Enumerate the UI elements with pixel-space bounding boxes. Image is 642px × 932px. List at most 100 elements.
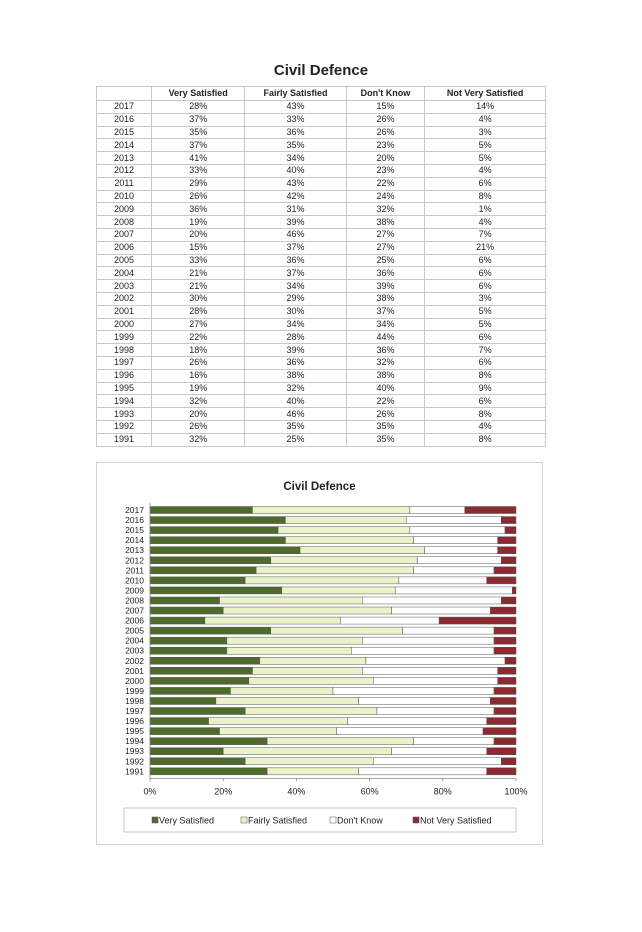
bar-segment bbox=[504, 657, 517, 665]
table-row: 2004 21% 37% 36% 6% bbox=[96, 266, 546, 281]
year-cell: 1999 bbox=[96, 330, 152, 345]
value-cell: 8% bbox=[424, 368, 546, 383]
year-cell: 2002 bbox=[96, 291, 152, 306]
bar-segment bbox=[149, 747, 224, 755]
bar-segment bbox=[501, 556, 517, 565]
value-cell: 5% bbox=[424, 304, 546, 319]
bar-segment bbox=[424, 546, 498, 554]
bar-segment bbox=[501, 596, 517, 605]
bar-segment bbox=[402, 626, 495, 635]
bar-segment bbox=[373, 757, 502, 766]
value-cell: 26% bbox=[150, 419, 246, 434]
bar-segment bbox=[409, 526, 506, 534]
value-cell: 1% bbox=[424, 202, 546, 217]
value-cell: 20% bbox=[150, 227, 246, 242]
bar-segment bbox=[149, 757, 246, 766]
year-cell: 1995 bbox=[96, 381, 152, 396]
value-cell: 34% bbox=[244, 279, 347, 293]
bar-segment bbox=[358, 767, 487, 776]
year-cell: 2001 bbox=[96, 304, 152, 319]
category-label: 2006 bbox=[125, 616, 144, 626]
year-cell: 1992 bbox=[96, 419, 152, 434]
bar-segment bbox=[255, 566, 414, 575]
value-cell: 26% bbox=[150, 189, 246, 204]
table-row: 1999 22% 28% 44% 6% bbox=[96, 330, 546, 345]
bar-segment bbox=[266, 767, 359, 776]
category-label: 2000 bbox=[125, 676, 144, 686]
bar-segment bbox=[222, 606, 392, 615]
header-cell bbox=[96, 86, 152, 101]
value-cell: 21% bbox=[150, 279, 246, 293]
table-row: 2005 33% 36% 25% 6% bbox=[96, 253, 546, 268]
bar-segment bbox=[493, 636, 517, 645]
value-cell: 33% bbox=[244, 112, 347, 127]
bar-segment bbox=[285, 536, 414, 544]
bar-segment bbox=[351, 646, 495, 655]
bar-segment bbox=[149, 506, 253, 514]
value-cell: 26% bbox=[345, 112, 426, 127]
value-cell: 5% bbox=[424, 151, 546, 165]
bar-segment bbox=[413, 737, 495, 745]
bar-segment bbox=[416, 556, 502, 565]
category-label: 1991 bbox=[125, 766, 144, 776]
value-cell: 37% bbox=[244, 240, 347, 255]
year-cell: 2003 bbox=[96, 279, 152, 293]
value-cell: 35% bbox=[345, 432, 426, 447]
bar-segment bbox=[486, 717, 517, 725]
table-row: 1998 18% 39% 36% 7% bbox=[96, 343, 546, 357]
value-cell: 15% bbox=[150, 240, 246, 255]
x-tick-label: 100% bbox=[504, 786, 527, 796]
value-cell: 19% bbox=[150, 381, 246, 396]
value-cell: 26% bbox=[150, 355, 246, 370]
value-cell: 36% bbox=[244, 355, 347, 370]
category-label: 1999 bbox=[125, 686, 144, 696]
table-row: 1994 32% 40% 22% 6% bbox=[96, 394, 546, 409]
year-cell: 1998 bbox=[96, 343, 152, 357]
year-cell: 2000 bbox=[96, 317, 152, 332]
value-cell: 27% bbox=[345, 240, 426, 255]
bar-segment bbox=[149, 536, 286, 544]
table-title: Civil Defence bbox=[273, 62, 369, 79]
category-label: 2008 bbox=[125, 595, 144, 605]
value-cell: 4% bbox=[424, 163, 546, 178]
value-cell: 6% bbox=[424, 330, 546, 345]
year-cell: 2004 bbox=[96, 266, 152, 281]
bar-segment bbox=[409, 506, 466, 514]
value-cell: 43% bbox=[244, 176, 347, 191]
year-cell: 2010 bbox=[96, 189, 152, 204]
value-cell: 32% bbox=[150, 394, 246, 409]
table-row: 1996 16% 38% 38% 8% bbox=[96, 368, 546, 383]
category-label: 2003 bbox=[125, 646, 144, 656]
bar-segment bbox=[362, 667, 498, 675]
value-cell: 32% bbox=[244, 381, 347, 396]
value-cell: 6% bbox=[424, 176, 546, 191]
value-cell: 33% bbox=[150, 163, 246, 178]
year-cell: 2014 bbox=[96, 138, 152, 153]
value-cell: 29% bbox=[150, 176, 246, 191]
value-cell: 38% bbox=[345, 291, 426, 306]
category-label: 2013 bbox=[125, 545, 144, 555]
bar-segment bbox=[347, 717, 487, 725]
value-cell: 4% bbox=[424, 215, 546, 229]
header-cell: Fairly Satisfied bbox=[244, 86, 347, 101]
bar-segment bbox=[391, 606, 491, 615]
bar-segment bbox=[248, 677, 374, 685]
value-cell: 22% bbox=[345, 176, 426, 191]
value-cell: 37% bbox=[345, 304, 426, 319]
legend-swatch bbox=[329, 816, 337, 824]
value-cell: 4% bbox=[424, 419, 546, 434]
x-tick-label: 20% bbox=[214, 786, 232, 796]
value-cell: 22% bbox=[345, 394, 426, 409]
bar-segment bbox=[244, 757, 374, 766]
bar-segment bbox=[149, 556, 272, 565]
bar-segment bbox=[149, 646, 228, 655]
category-label: 2010 bbox=[125, 575, 144, 585]
bar-segment bbox=[340, 616, 440, 625]
bar-segment bbox=[413, 566, 495, 575]
category-label: 2004 bbox=[125, 636, 144, 646]
year-cell: 2015 bbox=[96, 125, 152, 140]
bar-segment bbox=[149, 526, 279, 534]
bar-segment bbox=[497, 667, 517, 675]
value-cell: 20% bbox=[150, 407, 246, 421]
value-cell: 28% bbox=[150, 304, 246, 319]
